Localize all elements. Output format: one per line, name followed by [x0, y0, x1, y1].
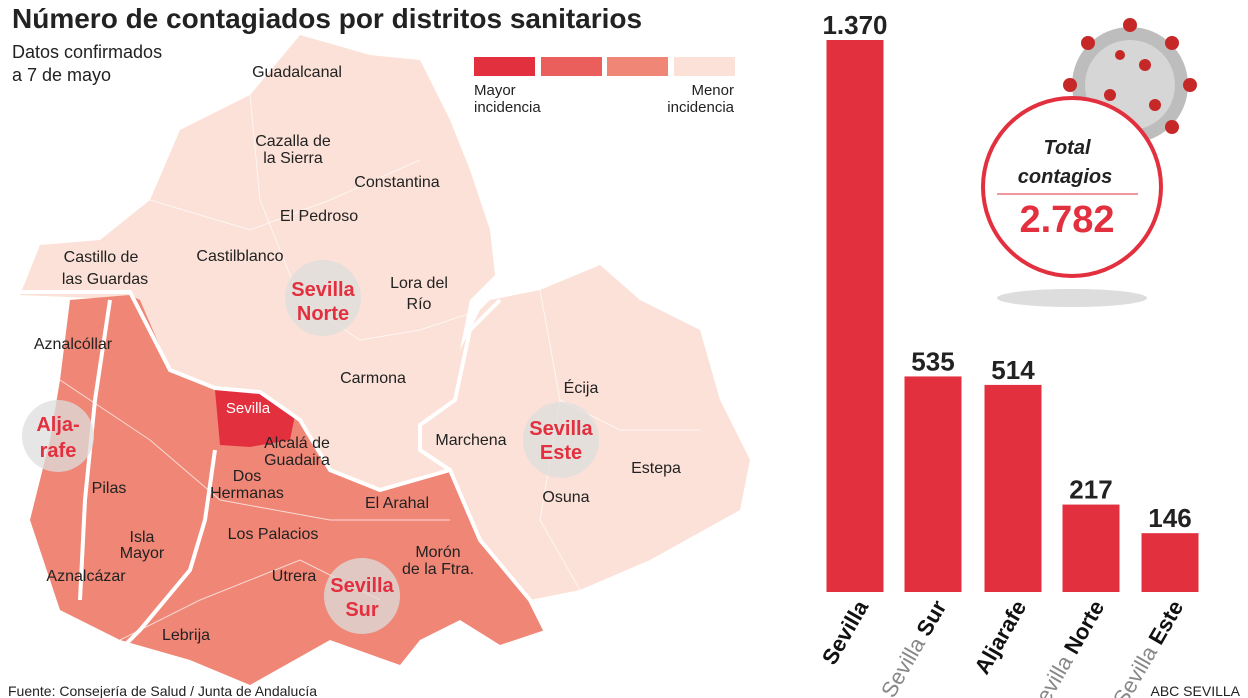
category-label: Aljarafe [969, 596, 1031, 678]
district-label: Alja- [36, 414, 79, 436]
bar [826, 40, 884, 592]
town-label: Osuna [542, 489, 589, 506]
district-badge [285, 260, 361, 336]
total-label: Total [1043, 137, 1090, 159]
total-value: 2.782 [1019, 199, 1114, 241]
district-label: Norte [297, 303, 349, 325]
town-label: Marchena [435, 432, 506, 449]
legend-label: incidencia [667, 99, 734, 116]
town-label: Écija [564, 378, 599, 397]
region-norte [20, 35, 495, 490]
town-label: Guadalcanal [252, 64, 342, 81]
town-label: El Arahal [365, 495, 429, 512]
map: Guadalcanal Cazalla de la Sierra Constan… [20, 35, 750, 685]
town-label: Constantina [354, 174, 439, 191]
category-label: Sevilla [817, 595, 874, 669]
town-label: Carmona [340, 370, 406, 387]
town-label: El Pedroso [280, 208, 358, 225]
town-label: Castilblanco [196, 248, 283, 265]
town-label: Utrera [272, 568, 317, 585]
town-label: Isla [130, 529, 155, 546]
town-label: Los Palacios [228, 526, 319, 543]
district-label: Este [540, 442, 582, 464]
legend-swatch [607, 57, 668, 76]
value-label: 1.370 [822, 10, 887, 40]
legend-label: Mayor [474, 82, 516, 99]
district-badge [22, 400, 94, 472]
total-label: contagios [1018, 166, 1112, 188]
town-label: Morón [415, 544, 460, 561]
district-badge [523, 402, 599, 478]
town-label: Castillo de [64, 249, 139, 266]
bar [984, 384, 1042, 592]
town-label: Estepa [631, 460, 681, 477]
town-label: Río [407, 296, 432, 313]
town-label: Sevilla [226, 400, 271, 417]
legend-swatch [674, 57, 735, 76]
town-label: de la Ftra. [402, 561, 474, 578]
bar [904, 376, 962, 592]
subtitle: Datos confirmados [12, 42, 162, 62]
credit: ABC SEVILLA [1151, 683, 1241, 698]
district-label: Sevilla [330, 575, 394, 597]
bar [1062, 504, 1120, 592]
legend-swatch [474, 57, 535, 76]
total-circle [981, 96, 1163, 278]
town-label: Lebrija [162, 627, 210, 644]
value-label: 217 [1069, 475, 1112, 505]
town-label: las Guardas [62, 271, 148, 288]
town-label: la Sierra [263, 150, 323, 167]
source: Fuente: Consejería de Salud / Junta de A… [8, 683, 317, 698]
town-label: Aznalcóllar [34, 336, 113, 353]
value-label: 535 [911, 346, 954, 376]
district-label: Sevilla [529, 418, 593, 440]
value-label: 146 [1148, 503, 1191, 533]
value-label: 514 [991, 355, 1035, 385]
district-label: Sevilla [291, 279, 355, 301]
town-label: Alcalá de [264, 435, 330, 452]
shadow [997, 289, 1147, 307]
town-label: Hermanas [210, 485, 284, 502]
town-label: Aznalcázar [46, 568, 126, 585]
town-label: Mayor [120, 545, 165, 562]
bar-chart: 1.370 Sevilla 535 Sevilla Sur 514 Aljarafe 217… [817, 10, 1199, 698]
category-label: Sevilla Norte [1023, 596, 1109, 698]
town-label: Cazalla de [255, 133, 331, 150]
title: Número de contagiados por distritos sani… [12, 3, 642, 34]
town-label: Pilas [92, 480, 127, 497]
district-label: Sur [345, 599, 379, 621]
bar [1141, 533, 1199, 592]
subtitle: a 7 de mayo [12, 65, 111, 85]
category-label: Sevilla Sur [876, 596, 952, 698]
district-label: rafe [40, 440, 77, 462]
district-badge [324, 558, 400, 634]
legend-label: Menor [691, 82, 734, 99]
town-label: Guadaira [264, 452, 330, 469]
town-label: Lora del [390, 275, 448, 292]
town-label: Dos [233, 468, 261, 485]
region-sur-aljarafe [30, 295, 545, 685]
legend-label: incidencia [474, 99, 541, 116]
legend-swatch [541, 57, 602, 76]
